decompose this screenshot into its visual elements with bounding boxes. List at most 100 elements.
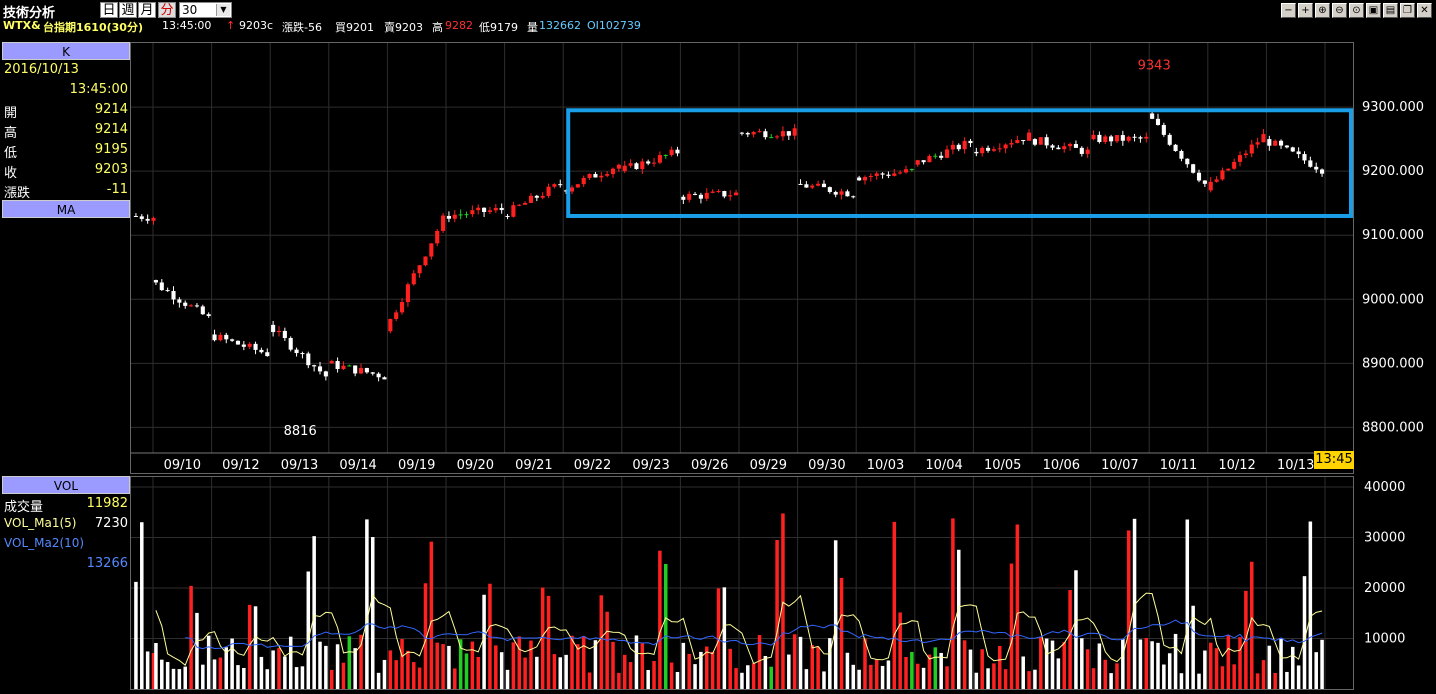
x-tick-label: 10/03: [867, 458, 904, 473]
candle-body: [903, 169, 909, 173]
candle-body: [1208, 181, 1213, 191]
period-week-button[interactable]: 週: [119, 2, 137, 18]
candle-body: [669, 149, 674, 155]
volume-bar: [787, 654, 791, 689]
volume-bar: [945, 666, 949, 689]
candle-body: [892, 173, 897, 176]
close-icon[interactable]: ✕: [1417, 3, 1432, 18]
volume-bar: [271, 650, 275, 689]
volume-bar: [494, 645, 498, 689]
volume-bar: [546, 595, 551, 689]
volume-bar: [751, 662, 756, 689]
k-close-label: 收: [4, 166, 18, 181]
volume-bar: [1150, 641, 1154, 689]
volume-bar: [406, 650, 410, 689]
plus-icon[interactable]: +: [1298, 3, 1313, 18]
candle-body: [417, 265, 422, 274]
vol-header[interactable]: VOL: [2, 476, 130, 494]
candle-body: [153, 280, 158, 283]
candle-body: [528, 195, 534, 203]
candle-body: [159, 282, 164, 291]
candle-body: [435, 230, 440, 244]
volume-bar: [1021, 656, 1025, 689]
candle-body: [757, 131, 762, 133]
candle-body: [728, 195, 733, 197]
k-header[interactable]: K: [2, 42, 130, 60]
candle-body: [605, 174, 610, 176]
candle-body: [1267, 139, 1272, 146]
candle-body: [347, 365, 352, 367]
quote-bar: WTX& 台指期1610(30分) 13:45:00 ↑ 9203c 漲跌-56…: [0, 18, 1436, 34]
candle-body: [1003, 144, 1008, 149]
volume-bar: [1308, 521, 1313, 689]
volume-chart[interactable]: [130, 476, 1354, 690]
candle-body: [1138, 137, 1143, 139]
volume-bar: [792, 634, 797, 689]
ma-header[interactable]: MA: [2, 200, 130, 218]
volume-bar: [570, 635, 574, 689]
volume-bar: [763, 655, 768, 689]
period-month-button[interactable]: 月: [138, 2, 156, 18]
volume-bar: [986, 668, 990, 689]
volume-bar: [353, 648, 357, 689]
restore-icon[interactable]: ❐: [1400, 3, 1415, 18]
minus-icon[interactable]: −: [1281, 3, 1296, 18]
candle-body: [681, 196, 686, 200]
save-icon[interactable]: ▣: [1366, 3, 1381, 18]
candle-body: [259, 349, 264, 353]
volume-bar: [1015, 524, 1020, 689]
candle-body: [265, 352, 270, 357]
volume-bar: [1291, 646, 1295, 689]
window-controls: − + ⊕ ⊖ ⊙ ▣ ▤ ❐ ✕: [1281, 3, 1432, 18]
volume-bar: [1179, 673, 1184, 689]
candle-body: [364, 368, 369, 373]
candle-body: [241, 344, 246, 347]
vol-ma5-line: [155, 592, 1323, 667]
k-change-row: 漲跌 -11: [2, 180, 130, 201]
candle-body: [1314, 166, 1319, 170]
volume-bar: [370, 537, 375, 689]
volume-bar: [898, 612, 902, 689]
candle-body: [634, 163, 639, 170]
candle-body: [628, 163, 633, 166]
interval-select[interactable]: 30 ▼: [179, 2, 232, 18]
candle-body: [933, 155, 938, 157]
volume-bar: [288, 636, 293, 689]
candle-body: [1009, 143, 1014, 145]
period-day-button[interactable]: 日: [100, 2, 118, 18]
y-tick-label: 9000.000: [1362, 292, 1424, 307]
volume-bar: [394, 660, 398, 689]
quote-bid: 買9201: [335, 21, 374, 34]
volume-bar: [382, 659, 387, 689]
chevron-down-icon[interactable]: ▼: [216, 4, 230, 16]
x-tick-label: 09/30: [808, 458, 845, 473]
volume-bar: [962, 640, 967, 689]
candle-body: [329, 361, 334, 364]
candle-body: [1050, 145, 1055, 148]
candle-body: [1243, 153, 1248, 156]
quote-time: 13:45:00: [162, 19, 212, 32]
x-tick-label: 09/21: [515, 458, 552, 473]
x-tick-label: 10/07: [1101, 458, 1138, 473]
x-tick-label: 09/23: [632, 458, 669, 473]
volume-bar: [927, 654, 932, 689]
candle-body: [194, 305, 200, 307]
zoom-reset-icon[interactable]: ⊙: [1349, 3, 1364, 18]
zoom-in-icon[interactable]: ⊕: [1315, 3, 1330, 18]
volume-axis: 10000 20000 30000 40000: [1354, 476, 1436, 690]
x-tick-label: 10/05: [984, 458, 1021, 473]
volume-bar: [956, 549, 961, 689]
candle-body: [1308, 160, 1313, 167]
volume-bar: [886, 660, 891, 689]
x-tick-label: 09/19: [398, 458, 435, 473]
candlestick-chart[interactable]: 09/10 09/12 09/13 09/14 09/19 09/20 09/21 09/22…: [130, 42, 1354, 474]
period-minute-button[interactable]: 分: [158, 2, 176, 18]
volume-bar: [816, 646, 820, 689]
volume-bar: [1003, 669, 1008, 689]
print-icon[interactable]: ▤: [1383, 3, 1398, 18]
candle-body: [300, 353, 305, 355]
k-open-value: 9214: [94, 102, 128, 117]
volume-bar: [652, 661, 656, 689]
zoom-out-icon[interactable]: ⊖: [1332, 3, 1347, 18]
candle-body: [886, 174, 891, 176]
